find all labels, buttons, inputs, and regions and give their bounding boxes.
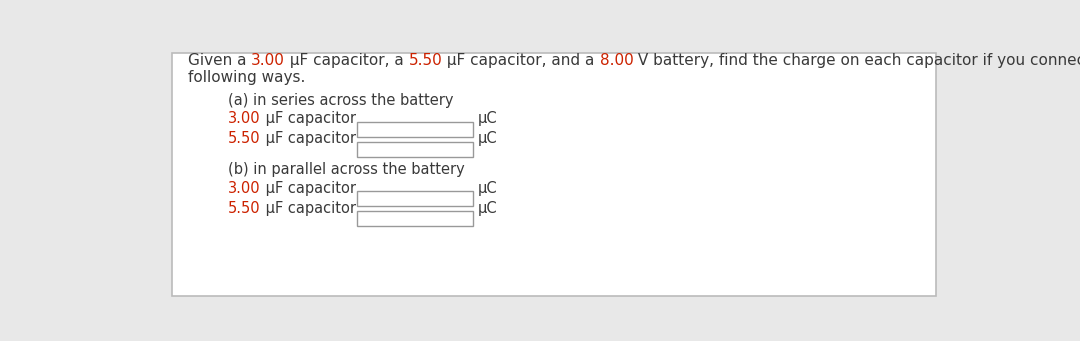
Text: μC: μC: [478, 111, 498, 126]
Text: μF capacitor: μF capacitor: [260, 111, 355, 126]
Text: 5.50: 5.50: [228, 201, 260, 216]
Text: 8.00: 8.00: [599, 53, 633, 68]
Text: 3.00: 3.00: [228, 181, 260, 196]
Text: Given a: Given a: [188, 53, 251, 68]
Text: μF capacitor, and a: μF capacitor, and a: [443, 53, 599, 68]
Bar: [357, 211, 473, 226]
Text: 5.50: 5.50: [408, 53, 443, 68]
Text: μC: μC: [478, 131, 498, 146]
Text: μF capacitor, a: μF capacitor, a: [285, 53, 408, 68]
Text: (a) in series across the battery: (a) in series across the battery: [228, 93, 454, 108]
Text: μC: μC: [478, 201, 498, 216]
Text: (b) in parallel across the battery: (b) in parallel across the battery: [228, 162, 464, 177]
Bar: [357, 142, 473, 157]
Text: 3.00: 3.00: [228, 111, 260, 126]
Bar: [357, 191, 473, 206]
Text: μC: μC: [478, 181, 498, 196]
Text: 5.50: 5.50: [228, 131, 260, 146]
Text: 3.00: 3.00: [251, 53, 285, 68]
FancyBboxPatch shape: [172, 53, 935, 296]
Text: μF capacitor: μF capacitor: [260, 181, 355, 196]
Text: following ways.: following ways.: [188, 70, 305, 85]
Bar: [357, 122, 473, 137]
Text: μF capacitor: μF capacitor: [260, 201, 355, 216]
Text: μF capacitor: μF capacitor: [260, 131, 355, 146]
Text: V battery, find the charge on each capacitor if you connect them in the: V battery, find the charge on each capac…: [633, 53, 1080, 68]
